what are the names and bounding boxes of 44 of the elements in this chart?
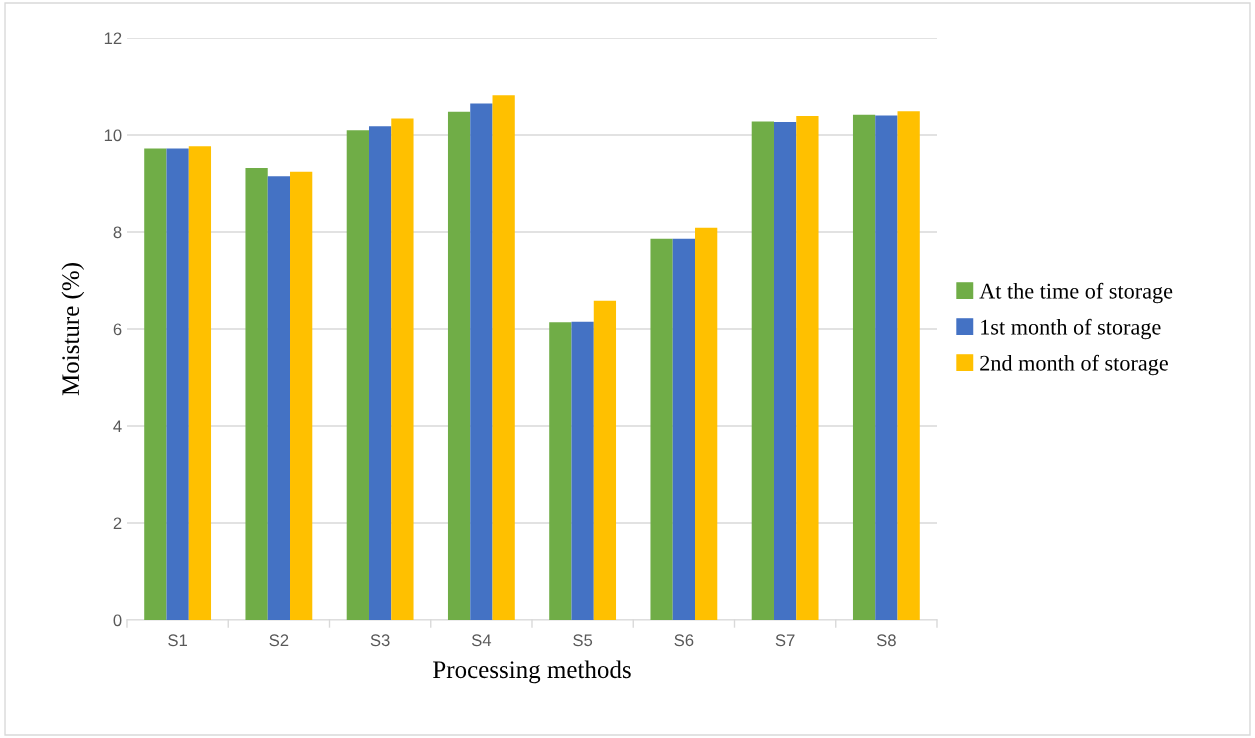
bar (852, 114, 876, 620)
bar (391, 118, 414, 620)
bar (571, 321, 594, 620)
x-tick-label: S5 (573, 634, 593, 647)
bar (492, 95, 515, 620)
bar (470, 103, 493, 620)
y-axis-title: Moisture (%) (61, 263, 85, 396)
y-tick-label: 0 (113, 614, 122, 627)
bar (796, 116, 819, 620)
y-tick-label: 4 (113, 420, 122, 433)
bar (650, 238, 673, 620)
x-tick-label: S2 (269, 634, 289, 647)
bar (166, 148, 189, 620)
y-tick-label: 8 (113, 226, 122, 239)
bar (447, 111, 471, 620)
bar (144, 148, 167, 620)
x-tick-label: S4 (471, 634, 492, 647)
bar (346, 130, 369, 620)
x-tick-label: S7 (775, 634, 795, 647)
legend-label: At the time of storage (979, 282, 1173, 304)
bar (593, 300, 617, 620)
y-tick-label: 2 (113, 517, 122, 530)
x-tick-label: S1 (168, 634, 187, 647)
y-tick-label: 10 (104, 129, 122, 142)
bar (267, 176, 291, 620)
x-tick-label: S3 (370, 634, 390, 647)
y-tick-label: 12 (104, 32, 122, 45)
bar (773, 121, 797, 620)
x-tick-label: S8 (876, 634, 896, 647)
bar (245, 167, 268, 620)
bar (695, 227, 718, 620)
bar (290, 171, 313, 620)
bar (875, 115, 898, 620)
x-axis-title: Processing methods (433, 660, 631, 684)
bar (549, 322, 572, 620)
bar (897, 111, 920, 620)
y-tick-label: 6 (113, 323, 122, 336)
bar (751, 121, 774, 620)
bar (672, 238, 696, 620)
bar (188, 146, 212, 620)
legend-label: 1st month of storage (981, 318, 1161, 340)
bar (368, 126, 392, 620)
legend-label: 2nd month of storage (980, 354, 1168, 376)
x-tick-label: S6 (674, 634, 694, 647)
